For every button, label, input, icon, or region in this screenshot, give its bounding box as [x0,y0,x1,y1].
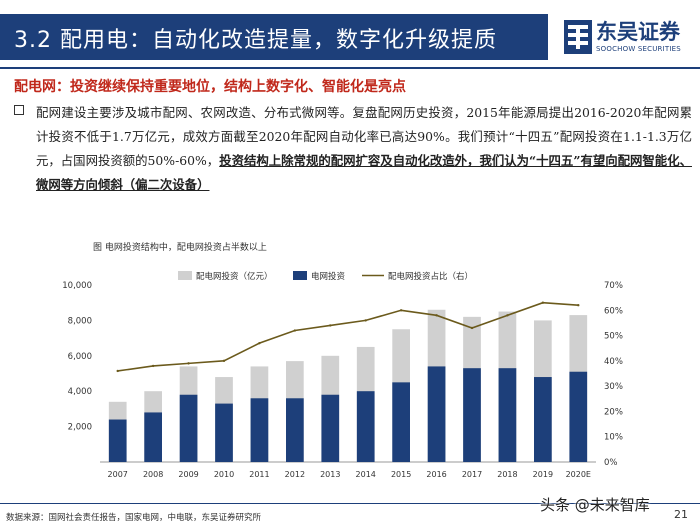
y-left-tick-label: 10,000 [62,281,92,291]
x-tick-label: 2014 [356,470,376,479]
paragraph-part-1: 配网建设主要涉及城市配网、农网改造、分布式微网等。复盘配网历史投资，2015年能… [36,105,692,168]
x-tick-label: 2020E [566,470,591,479]
x-tick-label: 2008 [143,470,163,479]
section-subtitle: 配电网：投资继续保持重要地位，结构上数字化、智能化是亮点 [14,79,406,95]
brand-logo: 东吴证券 SOOCHOW SECURITIES [560,14,695,60]
line-share-point [116,369,119,373]
x-tick-label: 2016 [426,470,446,479]
bar-grid-investment [569,371,588,462]
bar-grid-investment [179,394,198,462]
x-tick-label: 2011 [249,470,269,479]
line-share-point [399,309,403,312]
bar-grid-investment [144,412,162,462]
y-right-tick-label: 20% [604,407,623,417]
line-share-point [541,301,545,304]
bar-grid-investment [534,377,552,462]
x-tick-label: 2010 [214,470,234,479]
line-share-point [329,324,332,327]
x-tick-label: 2015 [391,470,411,479]
bar-grid-investment [215,403,233,462]
bar-grid-investment [250,398,269,462]
bar-grid-investment [498,368,517,462]
page-title: 3.2 配用电：自动化改造提量，数字化升级提质 [14,28,497,53]
y-left-tick-label: 8,000 [68,316,92,326]
line-share-point [187,362,190,365]
bar-grid-investment [427,366,446,462]
bar-grid-investment [392,382,410,462]
logo-subtitle: SOOCHOW SECURITIES [596,45,681,53]
line-share-point [577,304,580,307]
bar-grid-investment [356,391,375,462]
x-tick-label: 2012 [285,470,305,479]
bar-grid-investment [463,368,481,462]
legend-swatch [178,271,192,280]
y-right-tick-label: 10% [604,433,623,443]
x-tick-label: 2013 [320,470,340,479]
legend-swatch [293,271,307,280]
x-tick-label: 2018 [497,470,517,479]
logo-mark-icon [564,20,592,54]
line-share-point [470,326,474,330]
y-left-tick-label: 6,000 [68,352,92,362]
title-bar: 3.2 配用电：自动化改造提量，数字化升级提质 [0,14,548,60]
footer-divider [0,503,700,504]
page-number: 21 [674,508,688,521]
x-tick-label: 2017 [462,470,482,479]
y-right-tick-label: 70% [604,281,623,291]
figure-caption: 图 电网投资结构中，配电网投资占半数以上 [93,243,267,253]
y-left-tick-label: 2,000 [68,423,92,433]
line-share-point [364,319,367,322]
line-share-point [151,364,155,368]
header-divider [0,67,700,69]
y-left-tick-label: 4,000 [68,387,92,397]
x-tick-label: 2009 [178,470,198,479]
bar-grid-investment [286,398,304,462]
y-right-tick-label: 50% [604,332,623,342]
bullet-square-icon [14,105,24,115]
line-share-series [117,301,579,372]
legend-label: 配电网投资占比（右） [388,271,473,282]
legend-label: 电网投资 [311,271,346,282]
y-right-tick-label: 40% [604,357,623,367]
line-share-point [222,359,226,363]
line-share-point [435,314,438,317]
y-right-tick-label: 60% [604,306,623,316]
bar-grid-investment [321,394,340,462]
data-source: 数据来源：国网社会责任报告，国家电网，中电联，东吴证券研究所 [6,513,262,523]
y-right-tick-label: 30% [604,382,623,392]
y-right-tick-label: 0% [604,458,618,468]
investment-chart: 2,000 4,000 6,000 8,000 10,000 0% 10% 20% 30% 40%… [62,271,623,479]
body-paragraph: 配网建设主要涉及城市配网、农网改造、分布式微网等。复盘配网历史投资，2015年能… [36,101,692,197]
line-share-point [258,341,261,345]
logo-name: 东吴证券 [596,20,680,44]
bar-grid-investment [108,419,127,462]
x-tick-label: 2019 [533,470,553,479]
line-share-point [506,314,509,317]
legend-label: 配电网投资（亿元） [196,271,273,282]
line-share-point [293,329,297,332]
x-tick-label: 2007 [108,470,128,479]
paragraph-part-2-emphasis: 投资结构上除常规的配网扩容及自动化改造外，我们认为“十四五”有望向配网智能化、微… [36,153,692,192]
watermark: 头条 @未来智库 [540,496,650,514]
